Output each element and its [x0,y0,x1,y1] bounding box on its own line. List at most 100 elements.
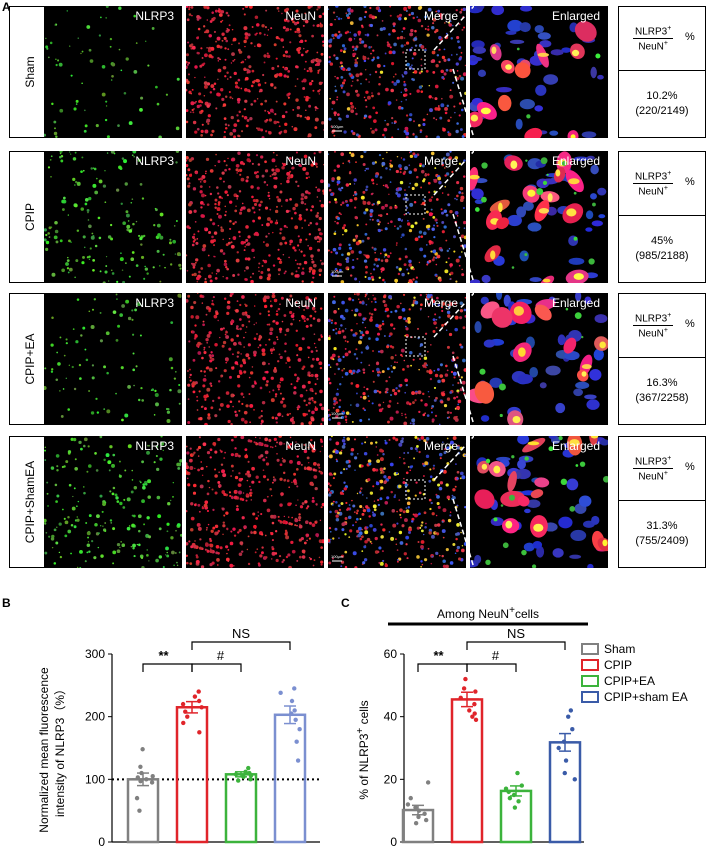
green-signal [84,348,87,351]
green-signal [73,387,77,391]
merge-signal [414,280,418,283]
data-point [463,676,468,682]
red-signal [229,541,234,546]
green-signal [122,506,126,509]
significance-label: ** [158,648,169,663]
significance-bracket [466,641,566,650]
merge-signal [422,122,426,127]
red-signal [208,354,212,357]
red-signal [225,164,228,167]
red-signal [277,388,280,391]
merge-signal [390,356,394,360]
merge-signal [422,533,425,536]
red-signal [212,508,215,512]
merge-signal [333,397,337,401]
red-signal [186,509,188,513]
merge-signal [389,181,392,183]
green-signal [71,506,76,511]
merge-signal [448,498,450,501]
red-signal [233,495,238,500]
green-signal [102,525,104,527]
red-signal [192,390,196,394]
green-signal [169,263,173,266]
red-signal [306,535,308,538]
merge-signal [448,306,450,309]
red-signal [314,296,317,300]
red-signal [223,36,227,41]
red-signal [317,240,319,243]
red-signal [276,195,279,199]
red-signal [241,516,245,520]
red-signal [297,46,302,51]
red-signal [226,305,231,310]
green-signal [95,397,98,400]
merge-signal [453,416,458,420]
green-signal [44,522,47,525]
zoom-connector-line [433,436,474,481]
merge-signal [446,446,450,450]
red-signal [321,417,324,422]
merge-signal [343,130,347,134]
merge-signal [366,508,371,513]
red-signal [309,324,313,327]
merge-signal [346,203,349,207]
merge-signal [428,498,432,502]
red-signal [199,201,204,205]
micrograph-nlrp3: NLRP3 [44,293,182,425]
red-signal [219,249,224,253]
green-signal [170,536,174,540]
green-signal [531,564,537,568]
merge-signal [372,485,375,488]
red-signal [214,276,218,280]
colocalized-signal [505,520,513,529]
merge-signal [441,76,445,79]
zoom-connector [433,436,474,568]
red-signal [229,96,232,99]
green-signal [116,542,121,547]
merge-signal [408,527,412,532]
red-signal [323,129,324,131]
data-point [289,698,295,704]
merge-signal [408,279,413,283]
red-signal [261,400,266,405]
red-signal [289,41,292,44]
numerator-text: NLRP3 [635,313,668,325]
red-signal [253,353,257,357]
green-signal [166,522,170,526]
merge-signal [449,514,452,517]
merge-signal [450,37,454,40]
merge-signal [366,436,368,439]
merge-signal [400,100,403,103]
merge-signal [375,446,378,448]
merge-signal [463,368,466,372]
green-signal [155,558,159,563]
channel-label: NLRP3 [135,9,174,23]
red-signal [276,121,279,124]
merge-signal [456,215,459,217]
ratio-percent: 31.3% [646,520,678,532]
merge-signal [410,364,413,367]
green-signal [55,240,59,244]
merge-signal [344,418,348,422]
red-signal [186,109,189,112]
red-signal [210,239,215,244]
red-signal [208,486,211,489]
red-signal [230,319,235,324]
merge-signal [333,54,336,57]
red-signal [300,463,303,466]
red-signal [204,398,207,401]
significance-label: # [217,648,225,663]
merge-signal [403,70,408,75]
green-signal [44,386,47,391]
merge-signal [355,237,358,240]
merge-signal [447,303,450,306]
red-signal [236,251,239,254]
merge-signal [458,191,462,194]
merge-signal [432,117,436,120]
ratio-box: NLRP3+ NeuN+% 10.2% (220/2149) [618,6,706,138]
green-signal [114,493,118,497]
green-signal [146,272,149,275]
data-point [236,778,241,783]
red-signal [299,240,302,244]
merge-signal [389,416,394,421]
